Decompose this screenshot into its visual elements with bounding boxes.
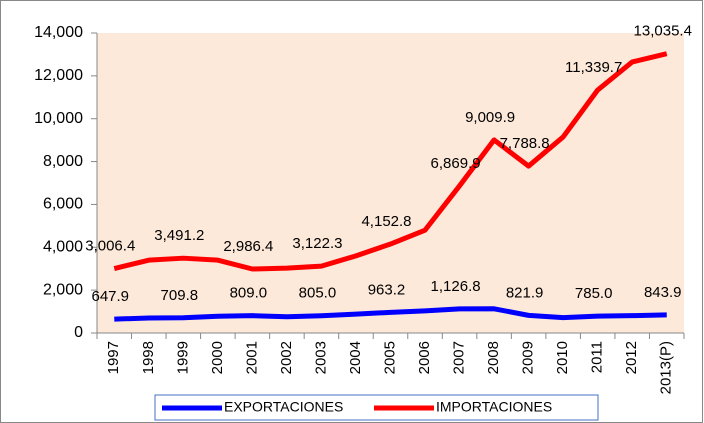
legend-label: IMPORTACIONES [436,399,552,415]
data-label: 843.9 [644,284,682,301]
x-tick-label: 1999 [174,341,191,374]
x-tick-label: 2004 [347,341,364,374]
y-tick-label: 8,000 [43,153,83,170]
x-tick-label: 2013(P) [658,341,675,394]
x-tick-label: 2006 [416,341,433,374]
data-label: 3,122.3 [292,235,342,252]
x-tick-label: 2011 [589,341,606,373]
y-tick-label: 14,000 [34,24,83,41]
data-label: 809.0 [230,285,268,302]
y-tick-label: 12,000 [34,67,83,84]
x-tick-label: 2002 [278,341,295,374]
x-tick-label: 2012 [623,341,640,374]
x-tick-label: 2003 [312,341,329,374]
data-label: 4,152.8 [361,213,411,230]
data-label: 963.2 [368,281,406,298]
data-label: 1,126.8 [431,278,481,295]
x-tick-label: 1998 [140,341,157,374]
data-label: 7,788.8 [500,135,550,152]
data-label: 709.8 [161,287,199,304]
x-tick-label: 2005 [381,341,398,374]
data-label: 9,009.9 [465,109,515,126]
x-tick-label: 2009 [520,341,537,374]
plot-area [97,33,684,333]
data-label: 785.0 [575,285,613,302]
data-label: 2,986.4 [223,238,273,255]
x-tick-label: 2010 [554,341,571,374]
data-label: 647.9 [91,288,129,305]
line-series [114,306,667,322]
y-tick-label: 4,000 [43,239,83,256]
y-tick-label: 10,000 [34,110,83,127]
x-tick-label: 2000 [209,341,226,374]
data-label: 6,869.9 [431,155,481,172]
data-label: 3,006.4 [85,238,135,255]
line-series [113,51,668,272]
y-tick-label: 6,000 [43,196,83,213]
data-label: 821.9 [506,284,544,301]
data-label: 13,035.4 [634,23,692,40]
legend-label: EXPORTACIONES [224,399,343,415]
y-tick-label: 0 [74,324,83,341]
x-tick-label: 2007 [451,341,468,374]
y-tick-label: 2,000 [43,281,83,298]
x-tick-label: 1997 [105,341,122,374]
data-label: 3,491.2 [154,227,204,244]
x-tick-label: 2001 [243,341,260,374]
data-label: 805.0 [299,285,337,302]
x-tick-label: 2008 [485,341,502,374]
data-label: 11,339.7 [565,59,622,76]
